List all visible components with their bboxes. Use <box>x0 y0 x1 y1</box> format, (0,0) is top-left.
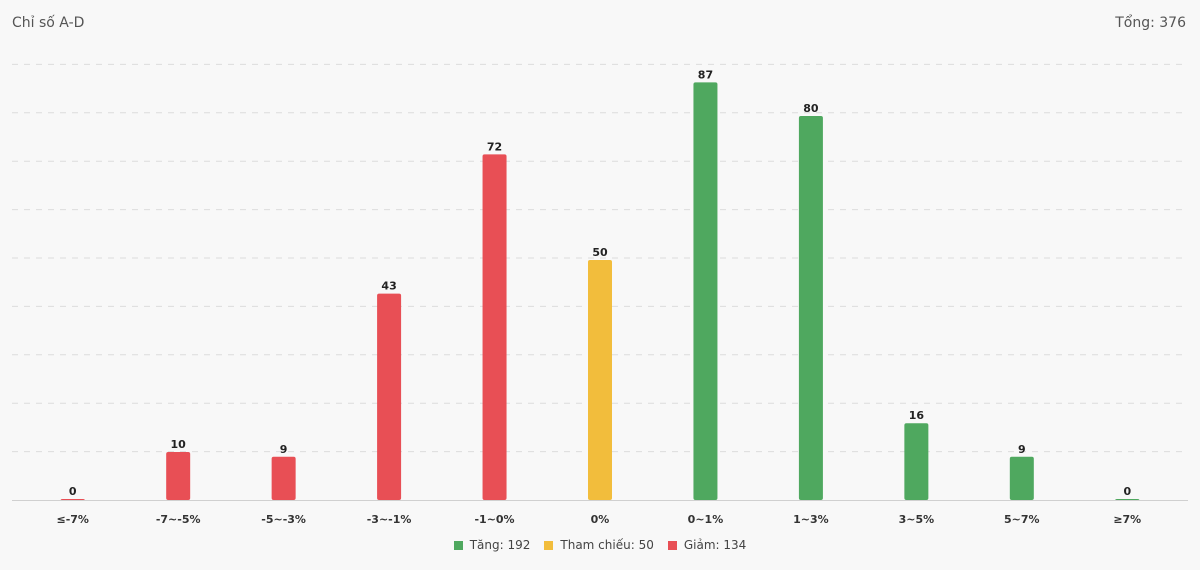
bar-value-label: 72 <box>487 140 502 153</box>
bar-value-label: 0 <box>1123 485 1131 498</box>
x-tick-label: -3~-1% <box>367 513 412 526</box>
chart-title: Chỉ số A-D <box>12 15 85 31</box>
bar[interactable] <box>693 82 718 501</box>
x-tick-label: -7~-5% <box>156 513 201 526</box>
x-tick-label: ≥7% <box>1113 513 1141 526</box>
x-tick-label: 5~7% <box>1004 513 1040 526</box>
legend-label-down: Giảm: 134 <box>683 538 747 552</box>
legend-item-reference[interactable]: Tham chiếu: 50 <box>544 538 654 552</box>
x-tick-label: 0~1% <box>688 513 724 526</box>
legend-item-up[interactable]: Tăng: 192 <box>453 538 531 552</box>
bar-value-label: 43 <box>381 280 396 293</box>
bar-value-label: 10 <box>171 438 187 451</box>
x-tick-label: -1~0% <box>474 513 514 526</box>
bar-value-label: 87 <box>698 68 713 81</box>
bar[interactable] <box>1009 456 1034 500</box>
legend-item-down[interactable]: Giảm: 134 <box>667 538 747 552</box>
bar[interactable] <box>904 423 929 500</box>
bar[interactable] <box>482 154 507 500</box>
bar-value-label: 0 <box>69 485 77 498</box>
x-tick-label: 3~5% <box>899 513 935 526</box>
x-tick-label: -5~-3% <box>261 513 306 526</box>
bar[interactable] <box>166 452 191 500</box>
bar[interactable] <box>798 116 823 500</box>
legend-label-reference: Tham chiếu: 50 <box>560 538 654 552</box>
legend-swatch-down <box>667 540 677 550</box>
legend-swatch-reference <box>544 540 554 550</box>
total-count: Tổng: 376 <box>1115 15 1186 31</box>
bar-value-label: 80 <box>803 102 819 115</box>
bar[interactable] <box>60 499 85 500</box>
bar[interactable] <box>271 456 296 500</box>
legend-label-up: Tăng: 192 <box>469 538 531 552</box>
bar-value-label: 9 <box>280 443 288 456</box>
bar-value-label: 9 <box>1018 443 1026 456</box>
chart-legend: Tăng: 192 Tham chiếu: 50 Giảm: 134 <box>0 538 1200 552</box>
bar[interactable] <box>588 260 612 500</box>
legend-swatch-up <box>453 540 463 550</box>
bar-value-label: 50 <box>592 246 608 259</box>
bar-value-label: 16 <box>909 409 925 422</box>
x-tick-label: ≤-7% <box>56 513 88 526</box>
bar[interactable] <box>1115 499 1140 500</box>
x-tick-label: 1~3% <box>793 513 829 526</box>
bar[interactable] <box>377 293 402 500</box>
x-tick-label: 0% <box>591 513 610 526</box>
advance-decline-bar-chart: 0 ≤-7% 10 -7~-5% 9 -5~-3% 43 -3~-1% 72 -1~0% 50 0% 8… <box>12 63 1188 526</box>
